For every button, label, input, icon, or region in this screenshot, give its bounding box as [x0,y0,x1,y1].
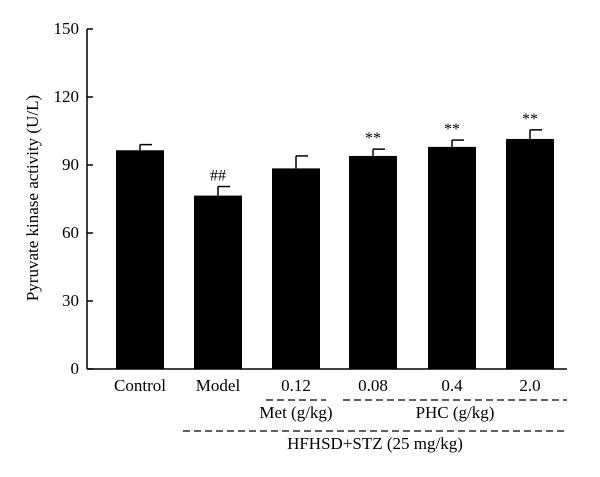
bars [116,129,554,369]
labels: Control ## Model 0.12 ** 0.08 ** 0.4 ** 2.0 [114,111,541,395]
group-brackets: Met (g/kg) PHC (g/kg) HFHSD+STZ (25 mg/kg) [183,399,567,453]
group-label: PHC (g/kg) [416,403,495,422]
group-label: Met (g/kg) [259,403,332,422]
significance-label: ** [522,111,538,128]
y-axis-label: Pyruvate kinase activity (U/L) [23,95,42,301]
y-tick-label: 90 [62,155,79,174]
y-tick-label: 150 [54,19,80,38]
x-tick-label: 0.08 [358,376,388,395]
bar [506,138,554,369]
bar [272,168,320,369]
bar [116,150,164,369]
significance-label: ** [444,121,460,138]
y-tick-label: 120 [54,87,80,106]
group-label: HFHSD+STZ (25 mg/kg) [287,434,463,453]
bar [428,146,476,369]
y-tick-label: 0 [71,359,80,378]
significance-label: ## [210,168,226,185]
x-tick-label: 0.12 [281,376,311,395]
x-tick-label: Model [196,376,241,395]
significance-label: ** [365,130,381,147]
bar [349,155,397,369]
x-tick-label: 0.4 [441,376,463,395]
y-tick-label: 60 [62,223,79,242]
x-tick-label: Control [114,376,166,395]
y-tick-label: 30 [62,291,79,310]
bar [194,195,242,369]
axes: 0 30 60 90 120 150 [54,19,567,378]
x-tick-label: 2.0 [519,376,540,395]
